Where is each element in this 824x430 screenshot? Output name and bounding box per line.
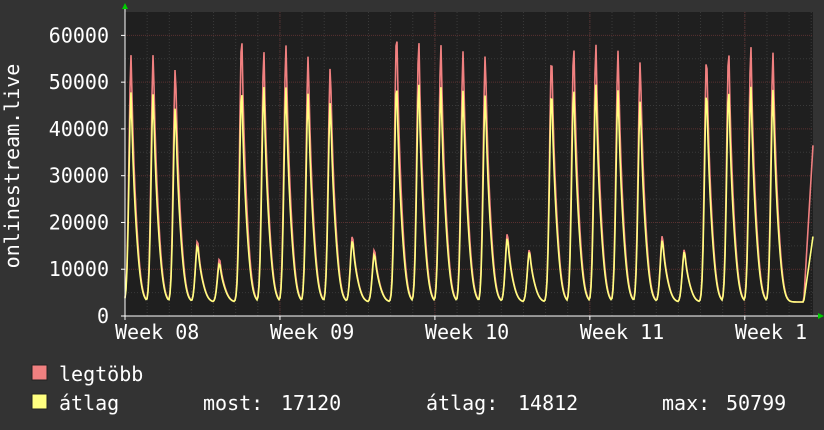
y-tick-label: 60000 — [49, 23, 109, 47]
x-tick-label: Week 1 — [735, 320, 807, 344]
stat-average-value: 14812 — [518, 391, 578, 415]
y-tick-label: 0 — [97, 304, 109, 328]
stat-max-label: max: — [662, 391, 710, 415]
series-group — [124, 41, 814, 303]
stat-current-value: 17120 — [281, 391, 341, 415]
legend: legtöbb átlag most: 17120 átlag: 14812 m… — [31, 362, 786, 415]
y-tick-label: 20000 — [49, 210, 109, 234]
x-tick-label: Week 09 — [270, 320, 354, 344]
x-tick-labels: Week 08 Week 09 Week 10 Week 11 Week 1 — [115, 320, 807, 344]
series-line-avg — [124, 84, 814, 303]
legend-swatch-avg — [31, 393, 48, 410]
x-tick-label: Week 11 — [580, 320, 664, 344]
axes — [121, 3, 824, 320]
stat-max-value: 50799 — [726, 391, 786, 415]
y-tick-label: 30000 — [49, 164, 109, 188]
x-tick-label: Week 08 — [115, 320, 199, 344]
stat-current-label: most: — [203, 391, 263, 415]
y-tick-label: 50000 — [49, 70, 109, 94]
stat-average-label: átlag: — [426, 391, 498, 415]
y-tick-label: 40000 — [49, 117, 109, 141]
x-axis-arrow — [818, 313, 824, 319]
y-tick-labels: 0 10000 20000 30000 40000 50000 60000 — [49, 23, 109, 328]
y-tick-label: 10000 — [49, 257, 109, 281]
y-axis-label: onlinestream.live — [0, 64, 24, 269]
legend-label-max: legtöbb — [59, 362, 143, 386]
x-tick-label: Week 10 — [425, 320, 509, 344]
legend-swatch-max — [31, 364, 48, 381]
y-axis-arrow — [122, 3, 128, 9]
legend-label-avg: átlag — [59, 391, 119, 415]
